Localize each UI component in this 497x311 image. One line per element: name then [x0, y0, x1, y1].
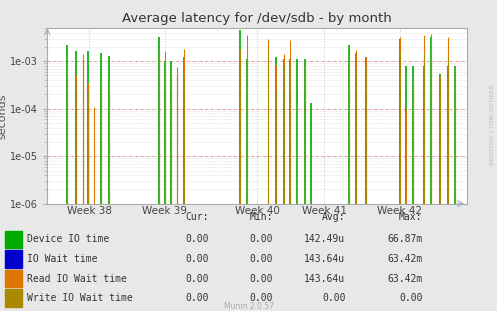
Text: Avg:: Avg: [322, 212, 345, 222]
Text: Read IO Wait time: Read IO Wait time [27, 274, 127, 284]
Bar [5, 250, 22, 268]
Bar [5, 231, 22, 248]
Text: Munin 2.0.57: Munin 2.0.57 [224, 302, 273, 311]
Text: Cur:: Cur: [185, 212, 209, 222]
Text: 0.00: 0.00 [250, 234, 273, 244]
Title: Average latency for /dev/sdb - by month: Average latency for /dev/sdb - by month [122, 12, 392, 26]
Text: 0.00: 0.00 [250, 274, 273, 284]
Text: 66.87m: 66.87m [387, 234, 422, 244]
Text: 0.00: 0.00 [322, 293, 345, 303]
Text: 0.00: 0.00 [250, 293, 273, 303]
Y-axis label: seconds: seconds [0, 93, 7, 139]
Text: 0.00: 0.00 [185, 234, 209, 244]
Text: Max:: Max: [399, 212, 422, 222]
Text: 0.00: 0.00 [185, 254, 209, 264]
Bar [5, 290, 22, 307]
Text: 143.64u: 143.64u [304, 274, 345, 284]
Text: RRDTOOL / TOBI OETIKER: RRDTOOL / TOBI OETIKER [490, 84, 495, 165]
Text: 0.00: 0.00 [185, 293, 209, 303]
Text: IO Wait time: IO Wait time [27, 254, 98, 264]
Text: 142.49u: 142.49u [304, 234, 345, 244]
Bar [5, 270, 22, 287]
Text: 143.64u: 143.64u [304, 254, 345, 264]
Text: Min:: Min: [250, 212, 273, 222]
Text: 0.00: 0.00 [250, 254, 273, 264]
Text: 0.00: 0.00 [185, 274, 209, 284]
Text: Device IO time: Device IO time [27, 234, 109, 244]
Text: 0.00: 0.00 [399, 293, 422, 303]
Text: 63.42m: 63.42m [387, 274, 422, 284]
Text: 63.42m: 63.42m [387, 254, 422, 264]
Text: Write IO Wait time: Write IO Wait time [27, 293, 133, 303]
